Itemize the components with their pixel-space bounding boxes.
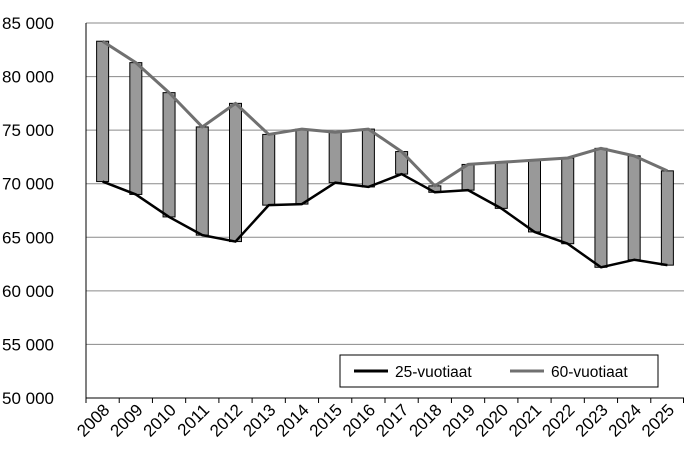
y-tick-label: 70 000: [2, 175, 54, 194]
range-bar: [129, 62, 143, 195]
range-bars: [96, 40, 674, 268]
range-bar: [494, 161, 508, 209]
legend-label: 25-vuotiaat: [395, 364, 472, 381]
x-tick-label: 2021: [505, 400, 545, 440]
legend-box: [339, 354, 659, 388]
legend-label: 60-vuotiaat: [551, 364, 628, 381]
x-tick-label: 2010: [140, 400, 180, 440]
x-tick-labels: 2008200920102011201220132014201520162017…: [73, 400, 678, 440]
x-tick-label: 2014: [273, 400, 313, 440]
x-tick-label: 2023: [572, 400, 612, 440]
x-tick-label: 2025: [638, 400, 678, 440]
x-tick-label: 2008: [73, 400, 113, 440]
x-tick-label: 2015: [306, 400, 346, 440]
series-lines: [101, 39, 669, 269]
range-bar: [195, 126, 209, 236]
x-tick-label: 2018: [405, 400, 445, 440]
range-bar: [328, 131, 342, 184]
x-tick-label: 2022: [538, 400, 578, 440]
gridlines: [86, 22, 684, 345]
range-bar: [361, 128, 375, 188]
x-tick-label: 2017: [372, 400, 412, 440]
range-bar: [660, 170, 674, 266]
series-line-60-vuotiaat: [101, 39, 669, 188]
range-bar: [561, 157, 575, 245]
legend: 25-vuotiaat 60-vuotiaat: [339, 354, 659, 388]
range-bar: [229, 102, 242, 243]
x-tick-label: 2020: [472, 400, 512, 440]
x-tick-label: 2012: [206, 400, 246, 440]
y-tick-label: 65 000: [2, 228, 54, 247]
x-tick-label: 2019: [439, 400, 479, 440]
y-tick-label: 75 000: [2, 121, 54, 140]
x-tick-label: 2013: [239, 400, 279, 440]
range-bar: [627, 155, 641, 261]
range-bar: [528, 159, 541, 233]
y-tick-label: 50 000: [2, 389, 54, 408]
series-line-25-vuotiaat: [102, 172, 668, 269]
range-bar: [295, 128, 309, 205]
y-tick-label: 80 000: [2, 68, 54, 87]
range-bar: [594, 147, 608, 268]
x-tick-label: 2009: [106, 400, 146, 440]
range-bar: [162, 92, 176, 218]
x-tick-label: 2024: [605, 400, 645, 440]
y-tick-label: 60 000: [2, 282, 54, 301]
x-tick-label: 2011: [174, 400, 213, 439]
axes: [85, 23, 684, 403]
y-tick-label: 55 000: [2, 335, 54, 354]
range-bar: [262, 133, 276, 206]
range-bar: [96, 40, 110, 183]
y-tick-labels: 50 000 55 000 60 000 65 000 70 000 75 000 80 0…: [2, 14, 54, 408]
y-tick-label: 85 000: [2, 14, 54, 33]
x-tick-label: 2016: [339, 400, 379, 440]
